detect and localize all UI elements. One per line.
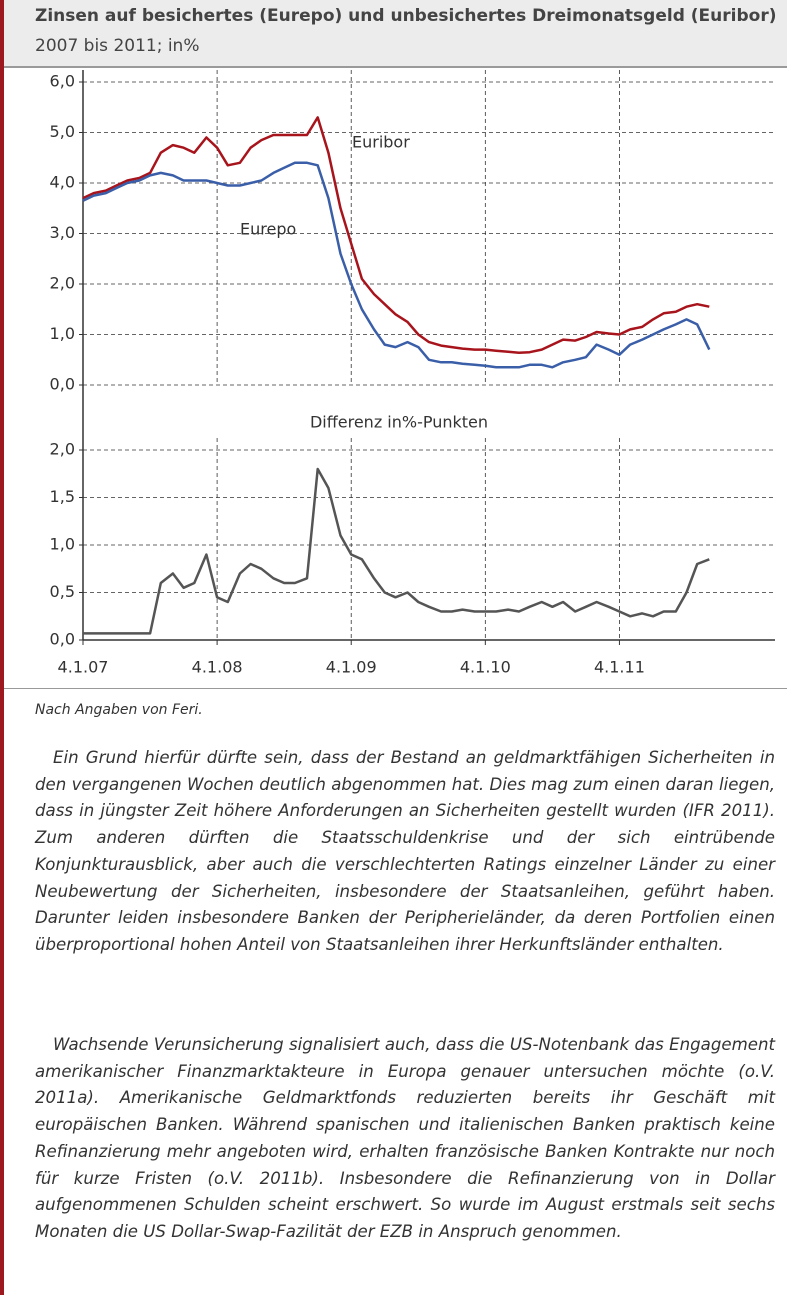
x-tick-label: 4.1.11 xyxy=(594,658,645,677)
chart: 0,0 1,0 2,0 3,0 4,0 5,0 6,0 Euribor Eurepo 0,0 0,5… xyxy=(50,70,775,677)
chart-subtitle: Differenz in%-Punkten xyxy=(310,413,488,432)
y-tick-label: 1,0 xyxy=(50,535,75,554)
y-tick-label: 3,0 xyxy=(50,223,75,242)
y-tick-label: 6,0 xyxy=(50,72,75,91)
x-tick-label: 4.1.10 xyxy=(460,658,511,677)
y-tick-label: 4,0 xyxy=(50,173,75,192)
line-series xyxy=(83,467,710,635)
paragraph: Ein Grund hierfür dürfte sein, dass der … xyxy=(35,748,775,954)
y-tick-label: 0,0 xyxy=(50,375,75,394)
y-tick-label: 5,0 xyxy=(50,122,75,141)
line-series xyxy=(82,161,711,369)
header: Zinsen auf besichertes (Eurepo) und unbe… xyxy=(4,0,787,68)
y-tick-label: 2,0 xyxy=(50,440,75,459)
series-label: Euribor xyxy=(352,133,410,152)
accent-bar xyxy=(0,0,4,1295)
x-tick-label: 4.1.07 xyxy=(58,658,109,677)
source-note: Nach Angaben von Feri. xyxy=(35,702,203,718)
line-series xyxy=(82,116,710,354)
paragraph: Wachsende Verunsicherung signalisiert au… xyxy=(35,1035,775,1241)
y-tick-label: 1,5 xyxy=(50,487,75,506)
y-tick-label: 0,5 xyxy=(50,582,75,601)
y-tick-label: 2,0 xyxy=(50,274,75,293)
divider xyxy=(4,688,787,689)
series-label: Eurepo xyxy=(240,220,296,239)
title: Zinsen auf besichertes (Eurepo) und unbe… xyxy=(35,6,777,26)
y-tick-label: 1,0 xyxy=(50,324,75,343)
x-tick-label: 4.1.08 xyxy=(192,658,243,677)
x-tick-label: 4.1.09 xyxy=(326,658,377,677)
y-tick-label: 0,0 xyxy=(50,630,75,649)
subtitle: 2007 bis 2011; in% xyxy=(35,36,200,56)
